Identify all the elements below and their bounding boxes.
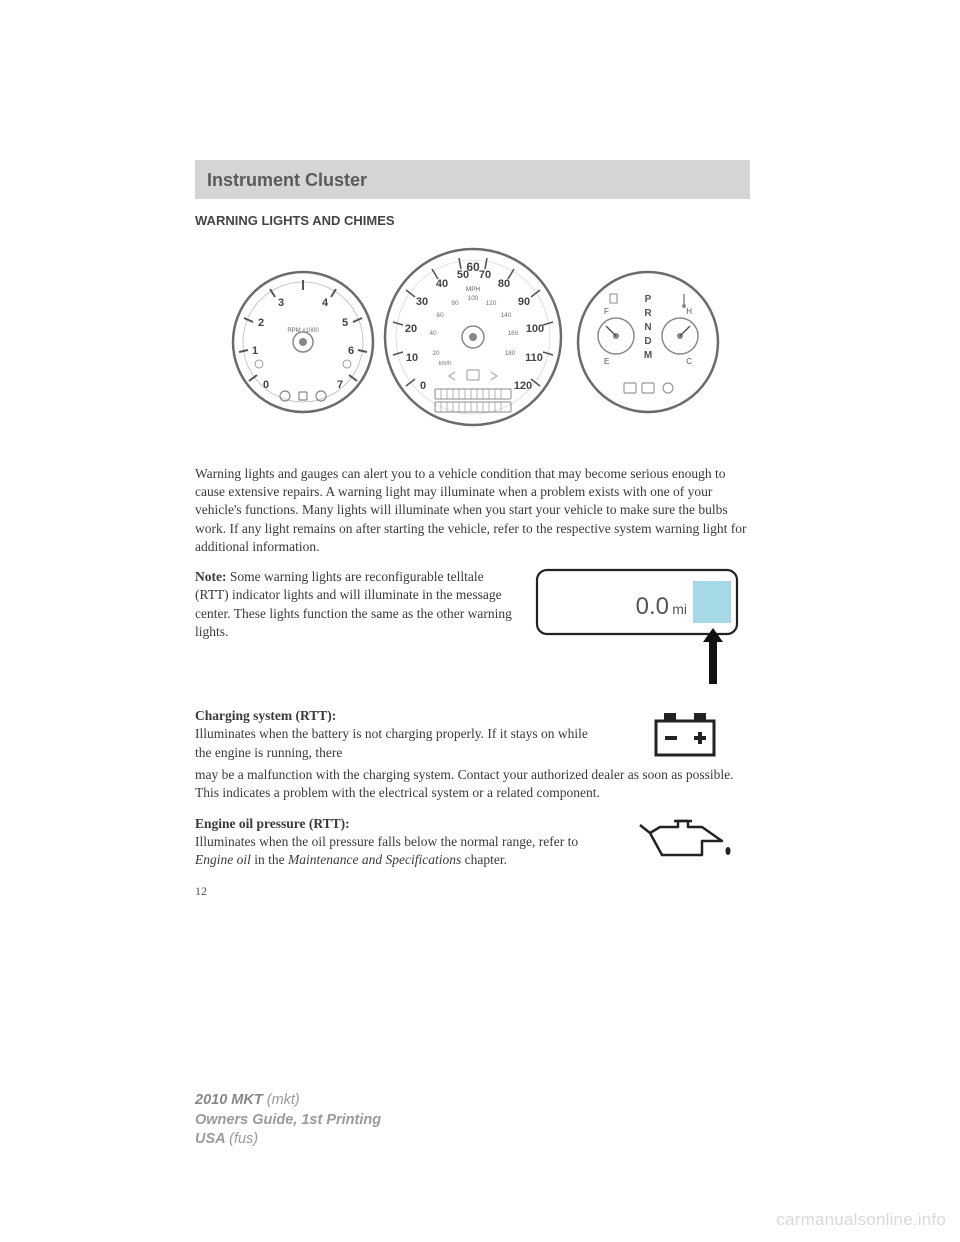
svg-text:80: 80 [451,300,459,307]
svg-text:110: 110 [525,352,543,364]
svg-text:100: 100 [525,323,543,335]
footer-line-1: 2010 MKT (mkt) [195,1091,381,1111]
svg-text:60: 60 [436,312,444,319]
svg-text:R: R [644,308,652,319]
footer-model: 2010 MKT [195,1092,267,1108]
oil-body-2: chapter. [461,852,507,867]
svg-text:F: F [604,307,609,316]
charging-label: Charging system (RTT): [195,708,336,723]
rtt-note-text: Note: Some warning lights are reconfigur… [195,568,517,693]
oil-label: Engine oil pressure (RTT): [195,816,350,831]
footer-line-3: USA (fus) [195,1130,381,1150]
svg-text:5: 5 [341,317,347,329]
svg-text:2: 2 [257,317,263,329]
oil-italic-2: Maintenance and Specifications [288,852,461,867]
charging-system-row: Charging system (RTT): Illuminates when … [195,707,750,762]
svg-text:70: 70 [478,269,490,281]
svg-text:N: N [644,322,651,333]
svg-text:M: M [643,350,651,361]
oil-text: Engine oil pressure (RTT): Illuminates w… [195,815,602,870]
section-heading: WARNING LIGHTS AND CHIMES [195,213,750,228]
svg-text:3: 3 [277,297,283,309]
svg-text:7: 7 [336,379,342,391]
footer-code-2: (fus) [229,1131,258,1147]
note-label: Note: [195,569,226,584]
footer-region: USA [195,1131,229,1147]
svg-text:40: 40 [429,330,437,337]
svg-text:80: 80 [497,278,509,290]
svg-text:4: 4 [321,297,328,309]
svg-text:120: 120 [513,380,531,392]
oil-body-1: Illuminates when the oil pressure falls … [195,834,578,849]
oil-pressure-row: Engine oil pressure (RTT): Illuminates w… [195,815,750,870]
footer-block: 2010 MKT (mkt) Owners Guide, 1st Printin… [195,1091,381,1150]
instrument-cluster-figure: 0 1 2 3 4 5 6 7 RPM x1000 [195,242,750,437]
intro-paragraph: Warning lights and gauges can alert you … [195,465,750,556]
tachometer-gauge: 0 1 2 3 4 5 6 7 RPM x1000 [233,272,373,412]
oil-mid: in the [251,852,288,867]
svg-text:140: 140 [500,312,511,319]
svg-text:0: 0 [262,379,268,391]
svg-text:C: C [686,357,692,366]
rtt-display-figure: 0.0 mi [535,568,750,693]
charging-text: Charging system (RTT): Illuminates when … [195,707,602,762]
rtt-value: 0.0 [636,593,669,620]
fuel-temp-gauge: P R N D M F E [578,272,718,412]
chapter-title: Instrument Cluster [207,170,738,191]
svg-text:1: 1 [251,345,257,357]
svg-text:40: 40 [435,278,447,290]
oil-can-icon [620,815,750,870]
rtt-note-row: Note: Some warning lights are reconfigur… [195,568,750,693]
svg-text:90: 90 [517,296,529,308]
note-body: Some warning lights are reconfigurable t… [195,569,512,639]
footer-code-1: (mkt) [267,1092,300,1108]
svg-text:MPH: MPH [465,286,480,293]
charging-body-2: may be a malfunction with the charging s… [195,766,750,802]
speedometer-gauge: 0 10 20 30 40 50 60 70 80 90 100 110 120… [385,249,561,425]
watermark-text: carmanualsonline.info [776,1210,946,1230]
svg-text:0: 0 [419,380,425,392]
footer-line-2: Owners Guide, 1st Printing [195,1111,381,1131]
svg-text:H: H [686,307,692,316]
svg-text:D: D [644,336,651,347]
svg-text:E: E [604,357,609,366]
svg-text:km/h: km/h [438,361,451,367]
svg-text:20: 20 [404,323,416,335]
svg-text:30: 30 [415,296,427,308]
svg-text:180: 180 [504,350,515,357]
oil-italic-1: Engine oil [195,852,251,867]
svg-text:6: 6 [347,345,353,357]
header-bar: Instrument Cluster [195,160,750,199]
page-content: Instrument Cluster WARNING LIGHTS AND CH… [195,160,750,899]
page-number: 12 [195,884,750,899]
svg-text:120: 120 [485,300,496,307]
charging-body-1: Illuminates when the battery is not char… [195,726,588,759]
svg-text:20: 20 [432,350,440,357]
svg-text:160: 160 [507,330,518,337]
battery-icon [620,707,750,762]
svg-text:10: 10 [405,352,417,364]
rtt-unit: mi [672,601,687,617]
svg-text:P: P [644,294,651,305]
svg-text:100: 100 [467,295,478,302]
